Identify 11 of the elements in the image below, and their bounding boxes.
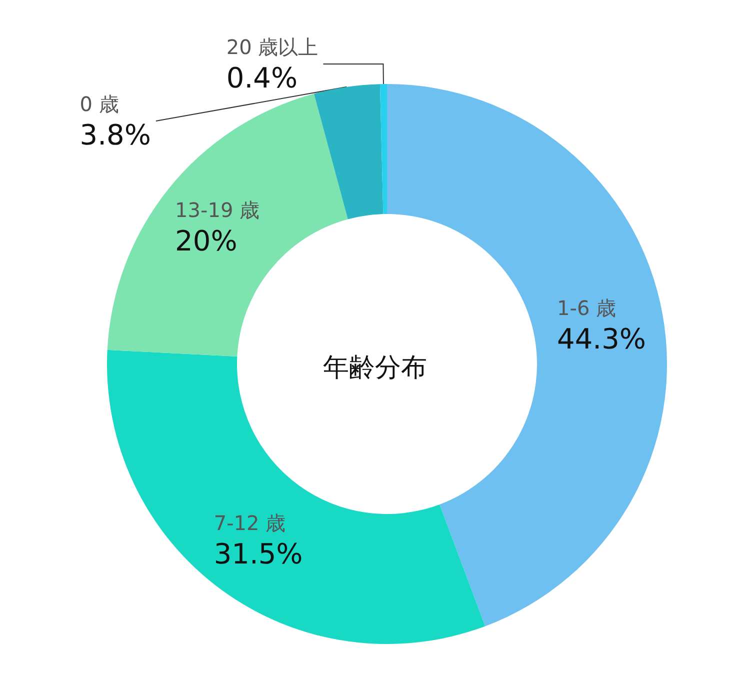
data-label: 44.3% [557, 322, 646, 356]
data-label: 31.5% [214, 537, 303, 570]
data-label: 0.4% [226, 62, 298, 95]
slice-label: 20 歳以上 [226, 35, 318, 60]
slice-label: 0 歳 [80, 92, 119, 116]
text: 年齢分布 [323, 353, 427, 383]
slice-label: 7-12 歳 [214, 510, 286, 535]
data-label: 3.8% [80, 118, 151, 152]
slice-label: 1-6 歳 [557, 296, 616, 320]
data-label: 20% [175, 224, 238, 258]
slice-label: 13-19 歳 [175, 198, 260, 222]
